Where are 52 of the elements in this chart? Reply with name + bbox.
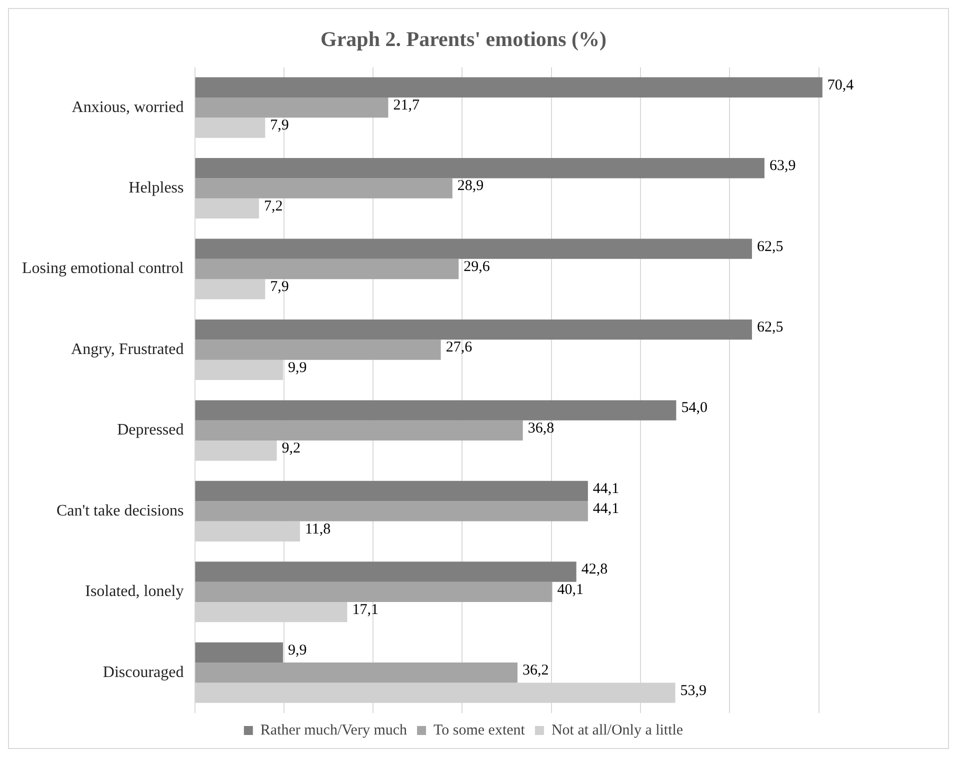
bar: [195, 340, 441, 360]
data-label: 54,0: [681, 400, 708, 416]
legend-label: Rather much/Very much: [260, 722, 408, 738]
y-tick-label: Angry, Frustrated: [71, 340, 184, 358]
data-label: 36,8: [528, 420, 554, 436]
data-label: 9,9: [288, 360, 307, 376]
data-label: 28,9: [457, 178, 484, 194]
bar: [195, 238, 752, 259]
bar: [195, 258, 459, 280]
bar: [195, 662, 518, 683]
bar: [195, 97, 388, 118]
y-tick-label: Isolated, lonely: [85, 583, 184, 600]
bar: [195, 642, 284, 663]
data-label: 21,7: [393, 98, 420, 114]
data-label: 63,9: [769, 158, 796, 174]
y-tick-label: Discouraged: [102, 664, 184, 681]
data-label: 36,2: [522, 662, 549, 679]
data-label: 9,2: [282, 440, 301, 457]
bar: [195, 480, 588, 502]
data-label: 11,8: [304, 521, 331, 538]
bar: [195, 582, 552, 602]
data-label: 7,2: [264, 198, 283, 214]
y-tick-label: Anxious, worried: [72, 98, 184, 116]
legend-label: Not at all/Only a little: [551, 722, 684, 738]
data-label: 27,6: [446, 340, 473, 356]
data-label: 29,6: [464, 258, 490, 275]
data-label: 70,4: [827, 77, 854, 94]
y-tick-label: Depressed: [117, 422, 184, 439]
legend-label: To some extent: [434, 722, 526, 738]
y-tick-label: Can't take decisions: [56, 502, 184, 520]
bar: [195, 400, 676, 420]
y-tick-label: Losing emotional control: [22, 260, 184, 278]
bar: [195, 178, 452, 198]
bar: [195, 158, 764, 178]
bar: [195, 420, 523, 441]
data-label: 42,8: [581, 562, 608, 578]
data-label: 62,5: [756, 238, 784, 255]
data-label: 62,5: [756, 319, 784, 336]
data-label: 9,9: [288, 642, 307, 658]
data-label: 44,1: [592, 501, 620, 518]
bar: [195, 562, 576, 582]
data-label: 44,1: [592, 480, 620, 497]
data-label: 53,9: [680, 682, 707, 699]
bar: [195, 319, 752, 340]
chart-title: Graph 2. Parents' emotions (%): [320, 27, 607, 52]
y-tick-label: Helpless: [128, 179, 184, 196]
data-label: 40,1: [557, 582, 584, 598]
bar: [195, 501, 588, 522]
data-label: 17,1: [352, 602, 378, 618]
data-label: 7,9: [270, 118, 289, 134]
data-label: 7,9: [270, 279, 289, 296]
bar: [195, 77, 822, 98]
